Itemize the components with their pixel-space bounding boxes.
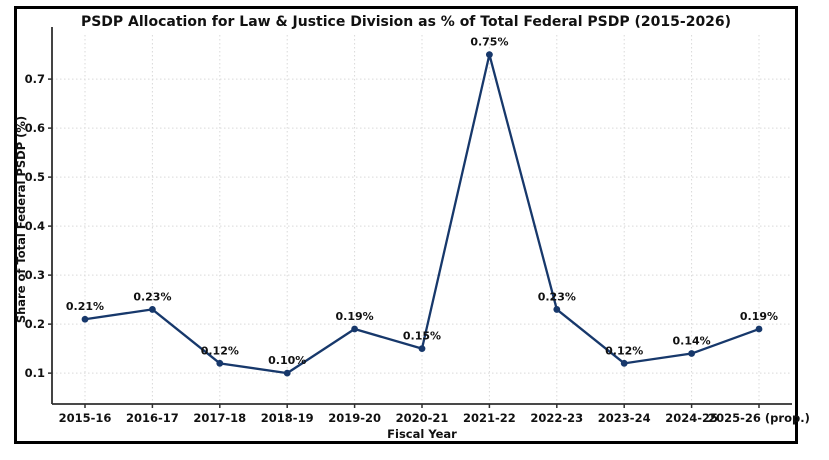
y-tick-label: 0.7 bbox=[25, 72, 45, 86]
data-point-label: 0.12% bbox=[201, 344, 239, 357]
data-point bbox=[553, 306, 561, 313]
data-point bbox=[688, 350, 695, 357]
data-line bbox=[83, 53, 761, 375]
y-tick-label: 0.2 bbox=[25, 317, 45, 331]
data-point bbox=[81, 315, 89, 323]
x-tick-label: 2018-19 bbox=[261, 411, 314, 425]
data-point-label: 0.23% bbox=[133, 290, 171, 303]
x-tick-label: 2015-16 bbox=[59, 411, 112, 425]
data-point-label: 0.15% bbox=[403, 330, 441, 343]
x-tick-label: 2021-22 bbox=[463, 411, 516, 425]
data-point bbox=[149, 306, 156, 313]
x-tick-label: 2024-25 bbox=[665, 411, 718, 425]
x-tick-label: 2022-23 bbox=[530, 411, 583, 425]
y-tick-label: 0.3 bbox=[25, 268, 45, 282]
y-tick-label: 0.4 bbox=[25, 219, 45, 233]
x-tick-label: 2019-20 bbox=[328, 411, 381, 425]
data-point-label: 0.12% bbox=[605, 344, 643, 357]
y-tick-label: 0.5 bbox=[25, 170, 45, 184]
x-tick-label: 2020-21 bbox=[396, 411, 449, 425]
data-point-label: 0.21% bbox=[66, 300, 104, 313]
data-point bbox=[755, 325, 763, 333]
x-axis-title: Fiscal Year bbox=[387, 427, 457, 441]
data-point bbox=[620, 359, 628, 367]
x-tick-label: 2017-18 bbox=[193, 411, 246, 425]
data-point-label: 0.19% bbox=[740, 310, 778, 323]
x-tick-label: 2023-24 bbox=[598, 411, 651, 425]
data-point bbox=[418, 345, 426, 353]
data-point-label: 0.10% bbox=[268, 354, 306, 367]
data-point bbox=[283, 369, 291, 377]
data-point bbox=[351, 325, 358, 333]
data-point-label: 0.14% bbox=[673, 335, 711, 348]
y-tick-label: 0.1 bbox=[25, 366, 45, 380]
y-axis-title: Share of Total Federal PSDP (%) bbox=[14, 116, 28, 323]
data-point-label: 0.23% bbox=[538, 290, 576, 303]
x-tick-label: 2025-26 (prop.) bbox=[708, 411, 810, 425]
data-point-label: 0.19% bbox=[336, 310, 374, 323]
data-point bbox=[486, 51, 493, 59]
chart-title: PSDP Allocation for Law & Justice Divisi… bbox=[80, 14, 732, 30]
data-point-label: 0.75% bbox=[470, 36, 508, 49]
y-tick-label: 0.6 bbox=[25, 121, 45, 135]
x-tick-label: 2016-17 bbox=[126, 411, 179, 425]
data-point bbox=[216, 359, 224, 367]
